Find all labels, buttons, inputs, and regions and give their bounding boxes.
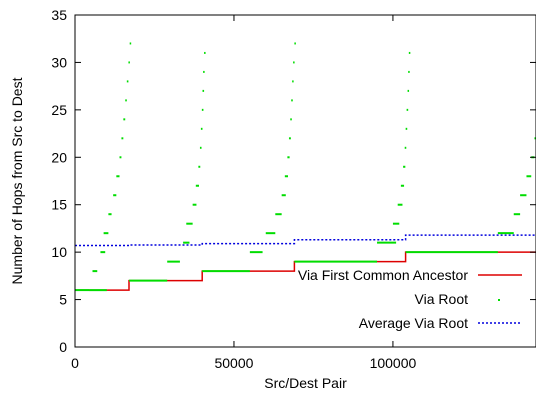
y-tick-label: 20 xyxy=(51,149,67,165)
legend: Via First Common Ancestor Via Root Average… xyxy=(298,267,522,331)
axis-ticks xyxy=(74,14,536,348)
legend-label: Average Via Root xyxy=(359,315,468,331)
plot-frame xyxy=(74,14,536,348)
series-1 xyxy=(75,42,536,292)
y-tick-label: 0 xyxy=(59,339,67,355)
y-tick-label: 5 xyxy=(59,292,67,308)
legend-label: Via First Common Ancestor xyxy=(298,267,468,283)
y-tick-label: 30 xyxy=(51,54,67,70)
x-tick-label: 0 xyxy=(71,355,79,371)
legend-label: Via Root xyxy=(415,291,469,307)
plot-series xyxy=(75,42,536,292)
y-tick-label: 15 xyxy=(51,197,67,213)
x-tick-label: 50000 xyxy=(214,355,253,371)
x-tick-label: 100000 xyxy=(370,355,417,371)
series-2 xyxy=(75,234,536,247)
x-axis-label: Src/Dest Pair xyxy=(264,375,347,391)
y-axis-label: Number of Hops from Src to Dest xyxy=(9,77,25,284)
y-tick-label: 35 xyxy=(51,7,67,23)
y-tick-label: 25 xyxy=(51,102,67,118)
axis-tick-labels: 0 5 10 15 20 25 30 35 0 50000 100000 xyxy=(51,7,416,371)
series-line xyxy=(75,234,536,247)
y-tick-label: 10 xyxy=(51,244,67,260)
